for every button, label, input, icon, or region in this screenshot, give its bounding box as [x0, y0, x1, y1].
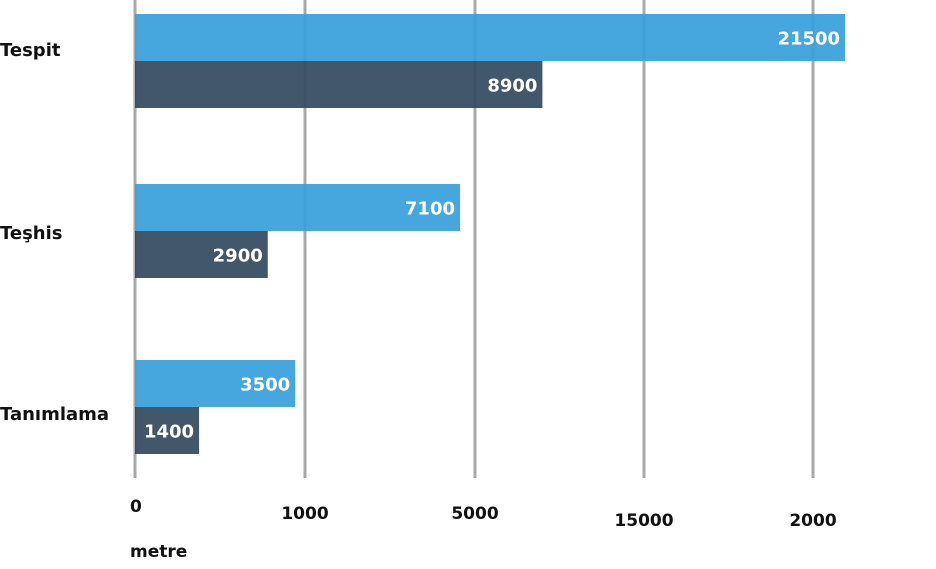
bar-value-labels: 21500 8900 7100 2900 3500 1400 — [144, 29, 840, 443]
bar-value-label: 3500 — [240, 375, 290, 396]
bar-value-label: 1400 — [144, 422, 194, 443]
category-label: Teşhis — [0, 223, 63, 244]
x-tick-label: 2000 — [789, 511, 836, 531]
x-axis-title: metre — [130, 542, 187, 562]
bar-value-label: 7100 — [405, 199, 455, 220]
bar — [135, 360, 296, 407]
bar — [135, 231, 268, 278]
x-tick-label: 1000 — [281, 504, 328, 524]
x-tick-label: 15000 — [614, 511, 673, 531]
bar — [135, 61, 543, 108]
bar-value-label: 8900 — [487, 76, 537, 97]
x-tick-label: 5000 — [451, 504, 498, 524]
x-tick-labels: 0 1000 5000 15000 2000 — [130, 497, 837, 531]
category-labels: Tespit Teşhis Tanımlama — [0, 40, 109, 425]
bar — [135, 407, 200, 454]
bar — [135, 14, 846, 61]
bar-value-label: 2900 — [213, 246, 263, 267]
bar — [135, 184, 461, 231]
category-label: Tespit — [0, 40, 61, 61]
bars — [135, 14, 846, 454]
category-label: Tanımlama — [0, 404, 109, 425]
x-tick-label: 0 — [130, 497, 142, 517]
bar-value-label: 21500 — [777, 29, 840, 50]
